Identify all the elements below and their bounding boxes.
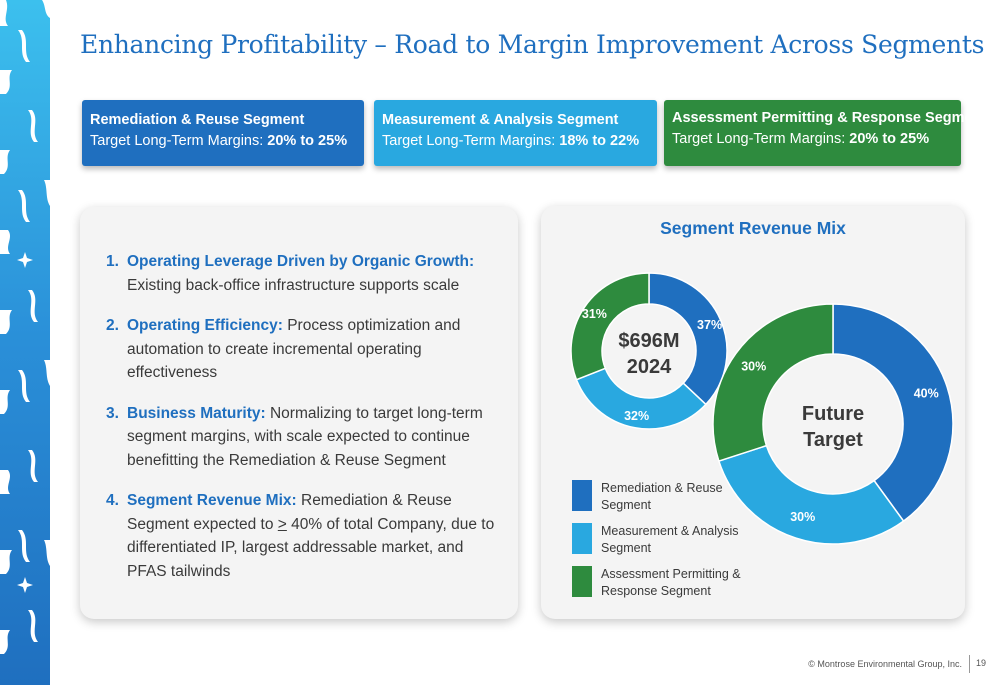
segment-card-assessment: Assessment Permitting & Response Segment…: [664, 100, 987, 166]
chart-title: Segment Revenue Mix: [660, 218, 846, 238]
donut-slice-assessment-permitting-response-segment: [570, 272, 650, 381]
segment-target-margins: Target Long-Term Margins: 20% to 25%: [90, 133, 348, 149]
segment-target-margins: Target Long-Term Margins: 20% to 25%: [672, 131, 930, 147]
legend-label: Remediation & Reuse Segment: [601, 481, 723, 512]
slice-label: 40%: [914, 387, 939, 401]
page-title: Enhancing Profitability – Road to Margin…: [80, 30, 985, 59]
donut-center-label: Future: [802, 403, 864, 425]
donut-slice-measurement-analysis-segment: [717, 444, 905, 545]
segment-name: Measurement & Analysis Segment: [382, 112, 619, 128]
slice-label: 37%: [697, 318, 722, 332]
legend-label: Assessment Permitting & Response Segment: [601, 567, 741, 598]
slice-label: 31%: [582, 307, 607, 321]
donut-center-label: Target: [803, 429, 863, 451]
footer-divider: [969, 655, 970, 673]
donut-center-label: 2024: [627, 356, 672, 378]
segment-name: Assessment Permitting & Response Segment: [672, 110, 987, 126]
donut-center-label: $696M: [618, 330, 679, 352]
initiative-item: 3. Business Maturity: Normalizing to targ…: [106, 404, 483, 469]
donut-slice-assessment-permitting-response-segment: [712, 303, 834, 463]
decorative-side-pattern: [0, 0, 50, 685]
donut-charts: 37% 32% 31% $696M 2024 40% 30% 30% Future Target: [570, 272, 954, 545]
legend-swatch: [572, 480, 592, 511]
initiatives-panel: [80, 207, 518, 619]
footer-copyright: © Montrose Environmental Group, Inc.: [808, 659, 962, 669]
legend-label: Measurement & Analysis Segment: [601, 524, 739, 555]
legend-swatch: [572, 523, 592, 554]
initiative-item: 4. Segment Revenue Mix: Remediation & Reu…: [106, 492, 495, 580]
donut-slice-remediation-reuse-segment: [648, 272, 728, 406]
initiative-item: 1. Operating Leverage Driven by Organic G…: [106, 253, 475, 294]
page-number: 19: [976, 658, 987, 668]
slice-label: 30%: [790, 510, 815, 524]
legend-swatch: [572, 566, 592, 597]
donut-slice-measurement-analysis-segment: [575, 367, 707, 430]
initiatives-list: 1. Operating Leverage Driven by Organic G…: [106, 250, 506, 600]
segment-card-measurement: Measurement & Analysis Segment Target Lo…: [374, 100, 657, 166]
slice-label: 32%: [624, 409, 649, 423]
initiative-item: 2. Operating Efficiency: Process optimiza…: [106, 317, 461, 381]
segment-name: Remediation & Reuse Segment: [90, 112, 305, 128]
donut-slice-remediation-reuse-segment: [832, 303, 954, 523]
segment-target-margins: Target Long-Term Margins: 18% to 22%: [382, 133, 640, 149]
segment-card-remediation: Remediation & Reuse Segment Target Long-…: [82, 100, 364, 166]
slice-label: 30%: [741, 359, 766, 373]
